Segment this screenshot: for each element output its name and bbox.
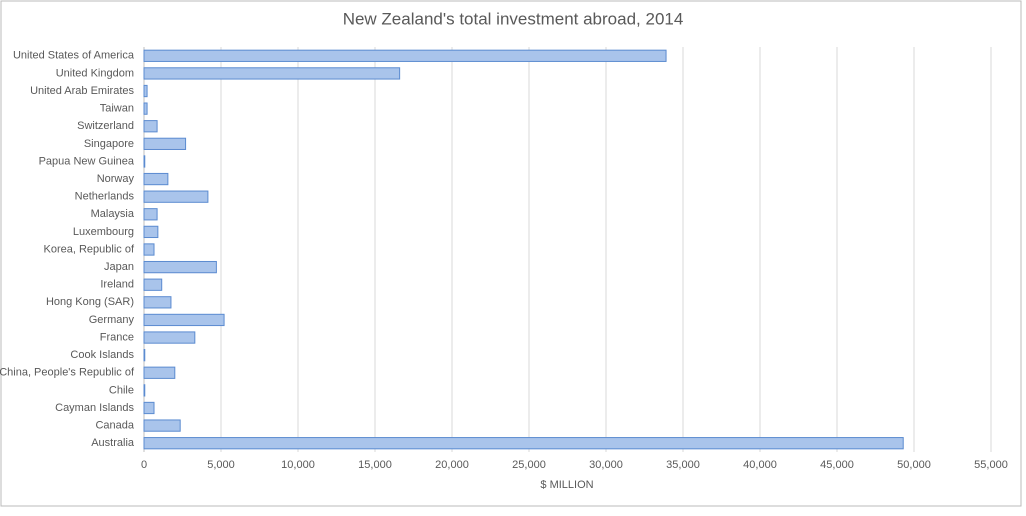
bar bbox=[143, 313, 225, 327]
x-tick-label: 0 bbox=[141, 459, 147, 471]
x-tick-label: 20,000 bbox=[435, 459, 469, 471]
x-tick-label: 50,000 bbox=[897, 459, 931, 471]
x-tick-label: 5,000 bbox=[207, 459, 235, 471]
y-tick-label: Switzerland bbox=[77, 120, 134, 132]
x-tick-label: 55,000 bbox=[974, 459, 1008, 471]
bar bbox=[143, 84, 148, 98]
x-tick-label: 45,000 bbox=[820, 459, 854, 471]
bar bbox=[143, 208, 158, 221]
y-tick-label: Cayman Islands bbox=[55, 402, 134, 414]
y-tick-label: China, People's Republic of bbox=[0, 367, 135, 379]
bar bbox=[143, 278, 163, 291]
bar bbox=[143, 120, 158, 133]
bar bbox=[143, 349, 146, 362]
bar bbox=[143, 331, 196, 344]
y-tick-label: United Arab Emirates bbox=[30, 85, 134, 97]
y-tick-label: Taiwan bbox=[100, 103, 134, 115]
x-tick-label: 15,000 bbox=[358, 459, 392, 471]
bar bbox=[143, 49, 667, 62]
y-tick-label: Ireland bbox=[100, 279, 134, 291]
y-tick-label: Australia bbox=[91, 437, 135, 449]
bar bbox=[143, 102, 148, 115]
y-tick-label: Japan bbox=[104, 261, 134, 273]
bar bbox=[143, 419, 181, 432]
x-tick-label: 40,000 bbox=[743, 459, 777, 471]
y-tick-label: Singapore bbox=[84, 138, 134, 150]
bar bbox=[143, 190, 209, 203]
y-tick-label: United States of America bbox=[13, 50, 135, 62]
bar bbox=[143, 225, 159, 239]
y-tick-label: France bbox=[100, 331, 134, 343]
bar bbox=[143, 172, 169, 186]
y-tick-label: Papua New Guinea bbox=[39, 155, 135, 167]
y-tick-label: Korea, Republic of bbox=[44, 243, 135, 255]
bar bbox=[143, 260, 217, 274]
x-tick-label: 10,000 bbox=[281, 459, 315, 471]
y-tick-label: Germany bbox=[89, 314, 135, 326]
x-tick-label: 35,000 bbox=[666, 459, 700, 471]
bar bbox=[143, 401, 155, 415]
y-tick-label: Netherlands bbox=[75, 191, 135, 203]
y-tick-label: Norway bbox=[97, 173, 135, 185]
bar bbox=[143, 366, 176, 379]
y-tick-label: Cook Islands bbox=[70, 349, 134, 361]
bar bbox=[143, 437, 904, 450]
bar bbox=[143, 155, 146, 168]
y-tick-label: Chile bbox=[109, 384, 134, 396]
y-tick-label: Luxembourg bbox=[73, 226, 134, 238]
bar bbox=[143, 67, 401, 80]
y-tick-label: Malaysia bbox=[91, 208, 135, 220]
bar bbox=[143, 243, 155, 256]
chart-title: New Zealand's total investment abroad, 2… bbox=[343, 9, 684, 28]
y-tick-label: Hong Kong (SAR) bbox=[46, 296, 134, 308]
y-tick-label: United Kingdom bbox=[56, 67, 134, 79]
bar bbox=[143, 296, 172, 309]
x-axis-label: $ MILLION bbox=[540, 479, 593, 491]
x-tick-label: 30,000 bbox=[589, 459, 623, 471]
bar bbox=[143, 384, 146, 397]
x-tick-label: 25,000 bbox=[512, 459, 546, 471]
bar bbox=[143, 137, 187, 150]
y-tick-label: Canada bbox=[95, 419, 134, 431]
